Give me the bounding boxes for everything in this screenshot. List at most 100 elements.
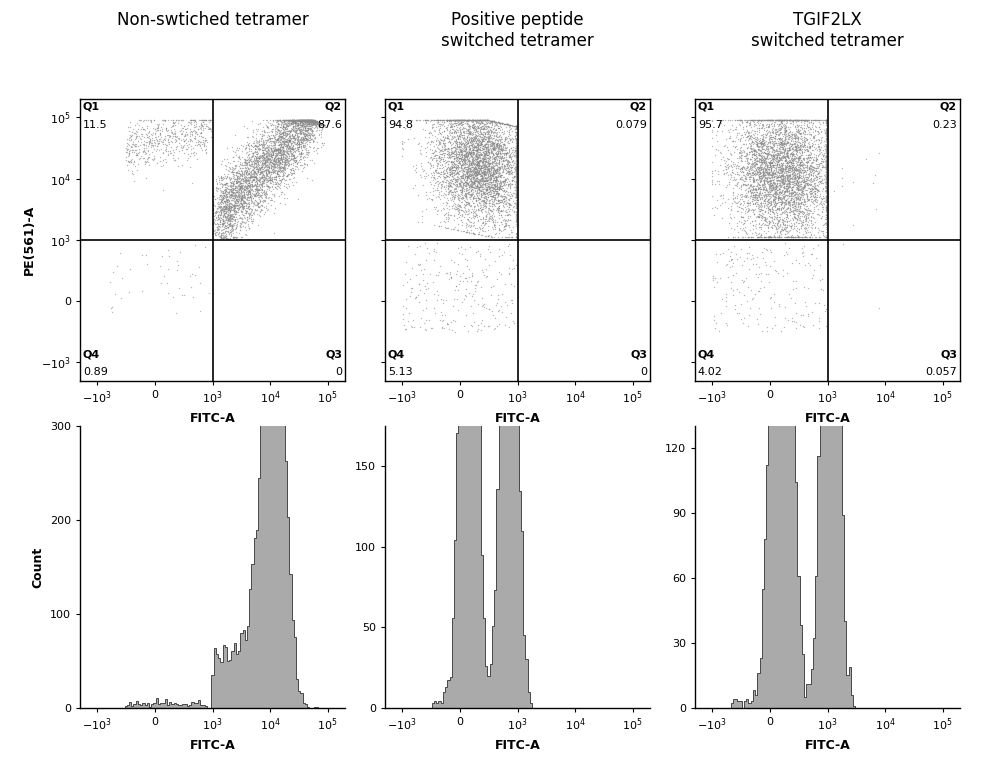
Point [418, 145, 434, 158]
Point [261, 165, 277, 177]
Point [493, 177, 509, 189]
Point [252, 142, 268, 154]
Point [260, 180, 276, 192]
Point [737, 191, 753, 203]
Point [788, 187, 804, 199]
Point [745, 183, 761, 195]
Point [487, 218, 503, 231]
Point [296, 115, 312, 127]
Point [470, 191, 486, 203]
Point [770, 149, 786, 161]
Point [498, 162, 514, 174]
Point [466, 176, 482, 188]
Point [283, 150, 299, 162]
Point [425, 174, 441, 186]
Point [707, 201, 723, 213]
Point [265, 142, 281, 154]
Point [783, 231, 799, 243]
Point [497, 217, 513, 229]
Point [783, 193, 799, 205]
Point [763, 291, 779, 304]
Point [232, 153, 248, 165]
Point [467, 177, 483, 189]
Point [298, 114, 314, 126]
Point [255, 186, 271, 199]
Point [787, 139, 803, 151]
Point [777, 137, 793, 149]
Point [771, 182, 787, 194]
Text: 0.23: 0.23 [932, 120, 957, 130]
Point [772, 163, 788, 175]
Point [298, 114, 314, 126]
Point [480, 220, 496, 232]
Point [739, 215, 755, 227]
Point [271, 170, 287, 183]
Point [746, 145, 762, 157]
Point [773, 138, 789, 150]
Point [462, 167, 478, 180]
Point [128, 148, 144, 161]
Point [436, 148, 452, 161]
Point [454, 158, 470, 170]
Point [250, 140, 266, 152]
Point [787, 139, 803, 151]
Point [250, 163, 266, 175]
Point [474, 132, 490, 145]
Point [258, 167, 274, 179]
Point [451, 151, 467, 164]
Point [232, 197, 248, 209]
Point [764, 169, 780, 181]
Point [763, 149, 779, 161]
Point [303, 115, 319, 127]
Point [472, 148, 488, 161]
Point [454, 114, 470, 126]
Point [443, 186, 459, 199]
Point [268, 149, 284, 161]
Point [486, 180, 502, 193]
Point [786, 132, 802, 144]
Point [456, 293, 472, 305]
Point [313, 141, 329, 153]
Point [737, 172, 753, 184]
Point [488, 119, 504, 131]
Point [508, 132, 524, 145]
Point [446, 193, 462, 205]
Point [461, 168, 477, 180]
Point [464, 155, 480, 167]
Point [790, 132, 806, 145]
Point [461, 158, 477, 170]
Point [299, 114, 315, 126]
Point [269, 156, 285, 168]
Point [780, 151, 796, 164]
Point [508, 149, 524, 161]
Point [776, 177, 792, 189]
Point [801, 167, 817, 179]
Point [773, 202, 789, 215]
Point [492, 179, 508, 191]
Point [755, 166, 771, 178]
Point [790, 135, 806, 148]
Point [814, 153, 830, 165]
Point [291, 154, 307, 167]
Point [465, 144, 481, 156]
Point [295, 116, 311, 128]
Point [264, 146, 280, 158]
Point [293, 123, 309, 135]
Point [294, 148, 310, 160]
Point [499, 118, 515, 130]
Point [496, 184, 512, 196]
Point [292, 120, 308, 132]
Point [751, 179, 767, 191]
Point [460, 177, 476, 189]
Point [248, 151, 264, 163]
Point [136, 123, 152, 135]
Point [486, 193, 502, 205]
Point [298, 126, 314, 138]
Point [258, 172, 274, 184]
Point [471, 150, 487, 162]
Point [775, 178, 791, 190]
Point [180, 148, 196, 161]
Point [773, 231, 789, 243]
Point [456, 162, 472, 174]
Point [758, 163, 774, 175]
